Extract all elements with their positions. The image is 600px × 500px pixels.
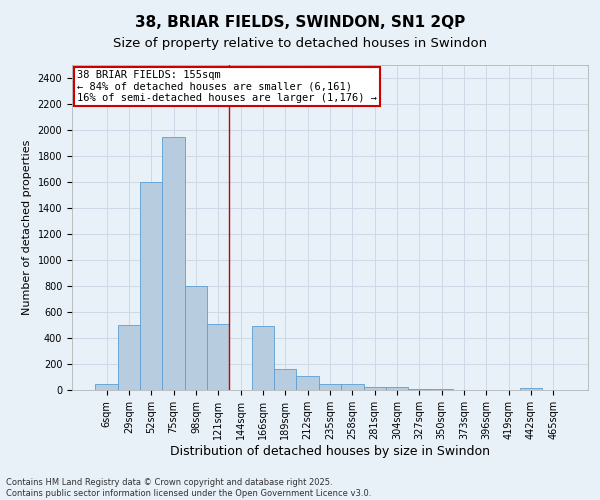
Bar	[274, 369, 296, 390]
Bar	[95, 384, 118, 390]
Bar	[364, 388, 386, 390]
Bar	[386, 388, 408, 390]
Bar	[163, 136, 185, 390]
Bar	[185, 286, 207, 390]
Text: 38, BRIAR FIELDS, SWINDON, SN1 2QP: 38, BRIAR FIELDS, SWINDON, SN1 2QP	[135, 15, 465, 30]
Bar	[296, 376, 319, 390]
Y-axis label: Number of detached properties: Number of detached properties	[22, 140, 32, 315]
Text: Contains HM Land Registry data © Crown copyright and database right 2025.
Contai: Contains HM Land Registry data © Crown c…	[6, 478, 371, 498]
Bar	[118, 325, 140, 390]
Text: 38 BRIAR FIELDS: 155sqm
← 84% of detached houses are smaller (6,161)
16% of semi: 38 BRIAR FIELDS: 155sqm ← 84% of detache…	[77, 70, 377, 103]
Bar	[341, 384, 364, 390]
Text: Size of property relative to detached houses in Swindon: Size of property relative to detached ho…	[113, 38, 487, 51]
Bar	[207, 324, 229, 390]
Bar	[520, 388, 542, 390]
Bar	[408, 389, 431, 390]
Bar	[140, 182, 163, 390]
Bar	[319, 384, 341, 390]
Bar	[252, 326, 274, 390]
X-axis label: Distribution of detached houses by size in Swindon: Distribution of detached houses by size …	[170, 444, 490, 458]
